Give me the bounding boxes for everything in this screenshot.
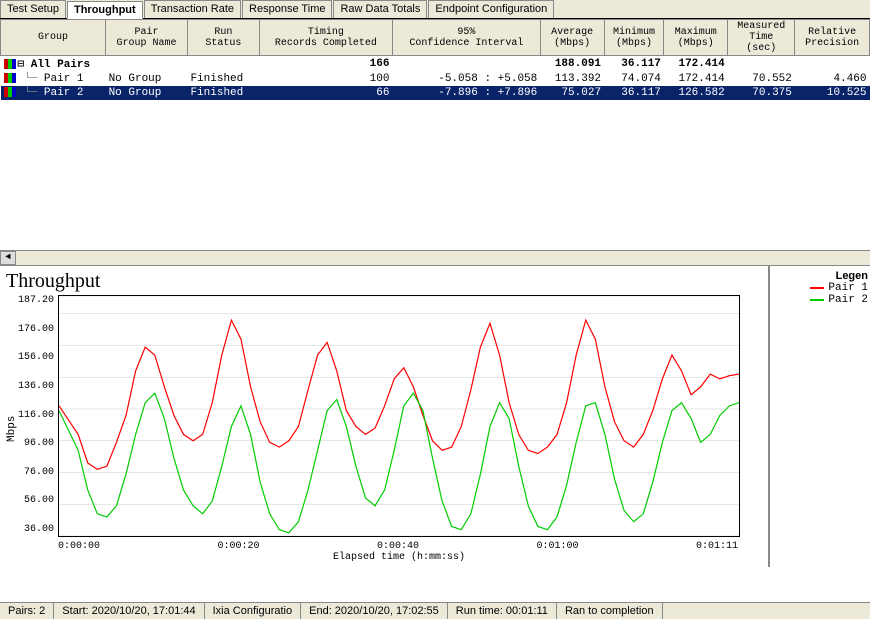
- x-tick: 0:01:11: [696, 541, 738, 552]
- col-header[interactable]: Minimum(Mbps): [604, 20, 664, 56]
- status-start: Start: 2020/10/20, 17:01:44: [54, 603, 204, 619]
- status-end: End: 2020/10/20, 17:02:55: [301, 603, 448, 619]
- chart-title: Throughput: [6, 270, 762, 293]
- tab-test-setup[interactable]: Test Setup: [0, 0, 66, 18]
- table-row[interactable]: ⊟ All Pairs166188.09136.117172.414: [1, 56, 870, 73]
- y-tick: 136.00: [18, 381, 54, 392]
- legend: Legen Pair 1Pair 2: [770, 266, 870, 567]
- y-tick: 36.00: [18, 524, 54, 535]
- status-bar: Pairs: 2 Start: 2020/10/20, 17:01:44 Ixi…: [0, 602, 870, 619]
- pairs-icon: [4, 59, 16, 69]
- y-tick: 96.00: [18, 438, 54, 449]
- tab-response-time[interactable]: Response Time: [242, 0, 332, 18]
- status-ran: Ran to completion: [557, 603, 663, 619]
- status-run: Run time: 00:01:11: [448, 603, 557, 619]
- tab-raw-data-totals[interactable]: Raw Data Totals: [333, 0, 427, 18]
- table-header: GroupPairGroup NameRunStatusTimingRecord…: [1, 20, 870, 56]
- pair-icon: [4, 87, 16, 97]
- x-tick: 0:01:00: [536, 541, 578, 552]
- status-pairs: Pairs: 2: [0, 603, 54, 619]
- tab-bar: Test SetupThroughputTransaction RateResp…: [0, 0, 870, 19]
- col-header[interactable]: Maximum(Mbps): [664, 20, 728, 56]
- col-header[interactable]: PairGroup Name: [106, 20, 188, 56]
- col-header[interactable]: MeasuredTime(sec): [728, 20, 795, 56]
- x-tick: 0:00:20: [218, 541, 260, 552]
- legend-item: Pair 2: [772, 294, 868, 306]
- y-tick: 116.00: [18, 410, 54, 421]
- pair-icon: [4, 73, 16, 83]
- results-table: GroupPairGroup NameRunStatusTimingRecord…: [0, 19, 870, 100]
- col-header[interactable]: RelativePrecision: [795, 20, 870, 56]
- tab-throughput[interactable]: Throughput: [67, 1, 143, 19]
- x-tick: 0:00:40: [377, 541, 419, 552]
- tab-endpoint-configuration[interactable]: Endpoint Configuration: [428, 0, 554, 18]
- col-header[interactable]: Average(Mbps): [540, 20, 604, 56]
- col-header[interactable]: Group: [1, 20, 106, 56]
- col-header[interactable]: TimingRecords Completed: [259, 20, 392, 56]
- y-tick: 56.00: [18, 495, 54, 506]
- legend-item: Pair 1: [772, 282, 868, 294]
- tab-transaction-rate[interactable]: Transaction Rate: [144, 0, 241, 18]
- x-tick: 0:00:00: [58, 541, 100, 552]
- table-row[interactable]: └─ Pair 1No GroupFinished100-5.058 : +5.…: [1, 72, 870, 86]
- y-axis-label: Mbps: [6, 295, 18, 563]
- throughput-chart: [58, 295, 740, 537]
- h-scrollbar[interactable]: ◄: [0, 250, 870, 265]
- x-axis-label: Elapsed time (h:mm:ss): [58, 552, 740, 563]
- y-tick: 156.00: [18, 352, 54, 363]
- col-header[interactable]: RunStatus: [187, 20, 259, 56]
- y-tick: 176.00: [18, 324, 54, 335]
- col-header[interactable]: 95%Confidence Interval: [392, 20, 540, 56]
- status-ixia: Ixia Configuratio: [205, 603, 302, 619]
- y-tick: 76.00: [18, 467, 54, 478]
- table-row[interactable]: └─ Pair 2No GroupFinished66-7.896 : +7.8…: [1, 86, 870, 100]
- y-tick: 187.20: [18, 295, 54, 306]
